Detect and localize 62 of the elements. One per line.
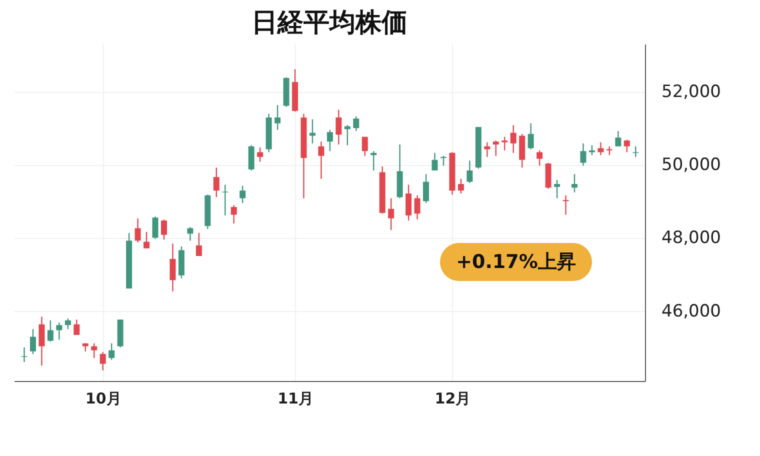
candlestick bbox=[21, 346, 28, 363]
candlestick bbox=[406, 184, 412, 222]
candlestick bbox=[528, 122, 534, 150]
candlestick bbox=[353, 116, 360, 132]
candlestick bbox=[213, 166, 220, 198]
candlestick bbox=[484, 142, 490, 158]
annotation: +0.17%上昇 bbox=[456, 251, 576, 273]
candlestick bbox=[187, 226, 194, 242]
x-tick-label: 12月 bbox=[434, 390, 471, 408]
candlestick bbox=[615, 130, 622, 147]
candlestick bbox=[100, 352, 106, 371]
candlestick bbox=[580, 142, 586, 166]
candlestick bbox=[336, 109, 342, 146]
candlestick bbox=[536, 150, 543, 166]
candlestick bbox=[502, 136, 508, 151]
y-tick-label: 50,000 bbox=[662, 155, 721, 176]
y-tick-label: 52,000 bbox=[662, 82, 721, 102]
candlestick bbox=[562, 194, 569, 216]
candlestick bbox=[492, 140, 499, 156]
candlestick bbox=[38, 316, 45, 366]
candlestick bbox=[362, 136, 368, 156]
candlestick bbox=[458, 178, 464, 194]
candlestick bbox=[624, 139, 630, 153]
candlestick bbox=[144, 231, 150, 249]
candlestick bbox=[632, 146, 639, 158]
x-tick-label: 11月 bbox=[278, 390, 314, 408]
candlestick bbox=[274, 104, 281, 130]
candlestick bbox=[414, 194, 420, 220]
candlestick bbox=[318, 140, 324, 180]
candlestick bbox=[423, 174, 430, 204]
candlestick bbox=[326, 129, 333, 152]
candlestick bbox=[108, 342, 115, 360]
candlestick bbox=[257, 146, 264, 162]
candlestick bbox=[240, 185, 246, 204]
chart-title: 日経平均株価 bbox=[252, 8, 408, 38]
candlestick bbox=[170, 242, 176, 292]
candlestick bbox=[160, 218, 167, 240]
candlestick bbox=[248, 144, 254, 172]
candlestick bbox=[91, 342, 98, 359]
y-tick-label: 48,000 bbox=[662, 228, 721, 248]
candlestick bbox=[388, 198, 394, 231]
candlestick bbox=[510, 124, 516, 154]
candlestick bbox=[466, 160, 473, 184]
candlestick bbox=[74, 318, 80, 336]
candlestick bbox=[571, 174, 578, 193]
candlestick bbox=[134, 218, 141, 244]
candlestick bbox=[47, 320, 54, 342]
candlestick bbox=[64, 318, 71, 330]
candlestick bbox=[152, 216, 158, 240]
candlestick bbox=[30, 328, 36, 355]
candlestick bbox=[230, 204, 237, 224]
candlestick bbox=[370, 150, 377, 172]
y-tick-label: 46,000 bbox=[662, 301, 721, 322]
candlestick bbox=[554, 179, 560, 199]
candlestick bbox=[598, 142, 604, 156]
candlestick bbox=[222, 184, 228, 216]
candlestick bbox=[196, 232, 202, 257]
candlestick bbox=[432, 152, 438, 172]
x-tick-label: 10月 bbox=[85, 390, 122, 408]
candlestick bbox=[440, 155, 446, 166]
candlestick bbox=[56, 322, 62, 340]
candlestick bbox=[344, 124, 350, 146]
